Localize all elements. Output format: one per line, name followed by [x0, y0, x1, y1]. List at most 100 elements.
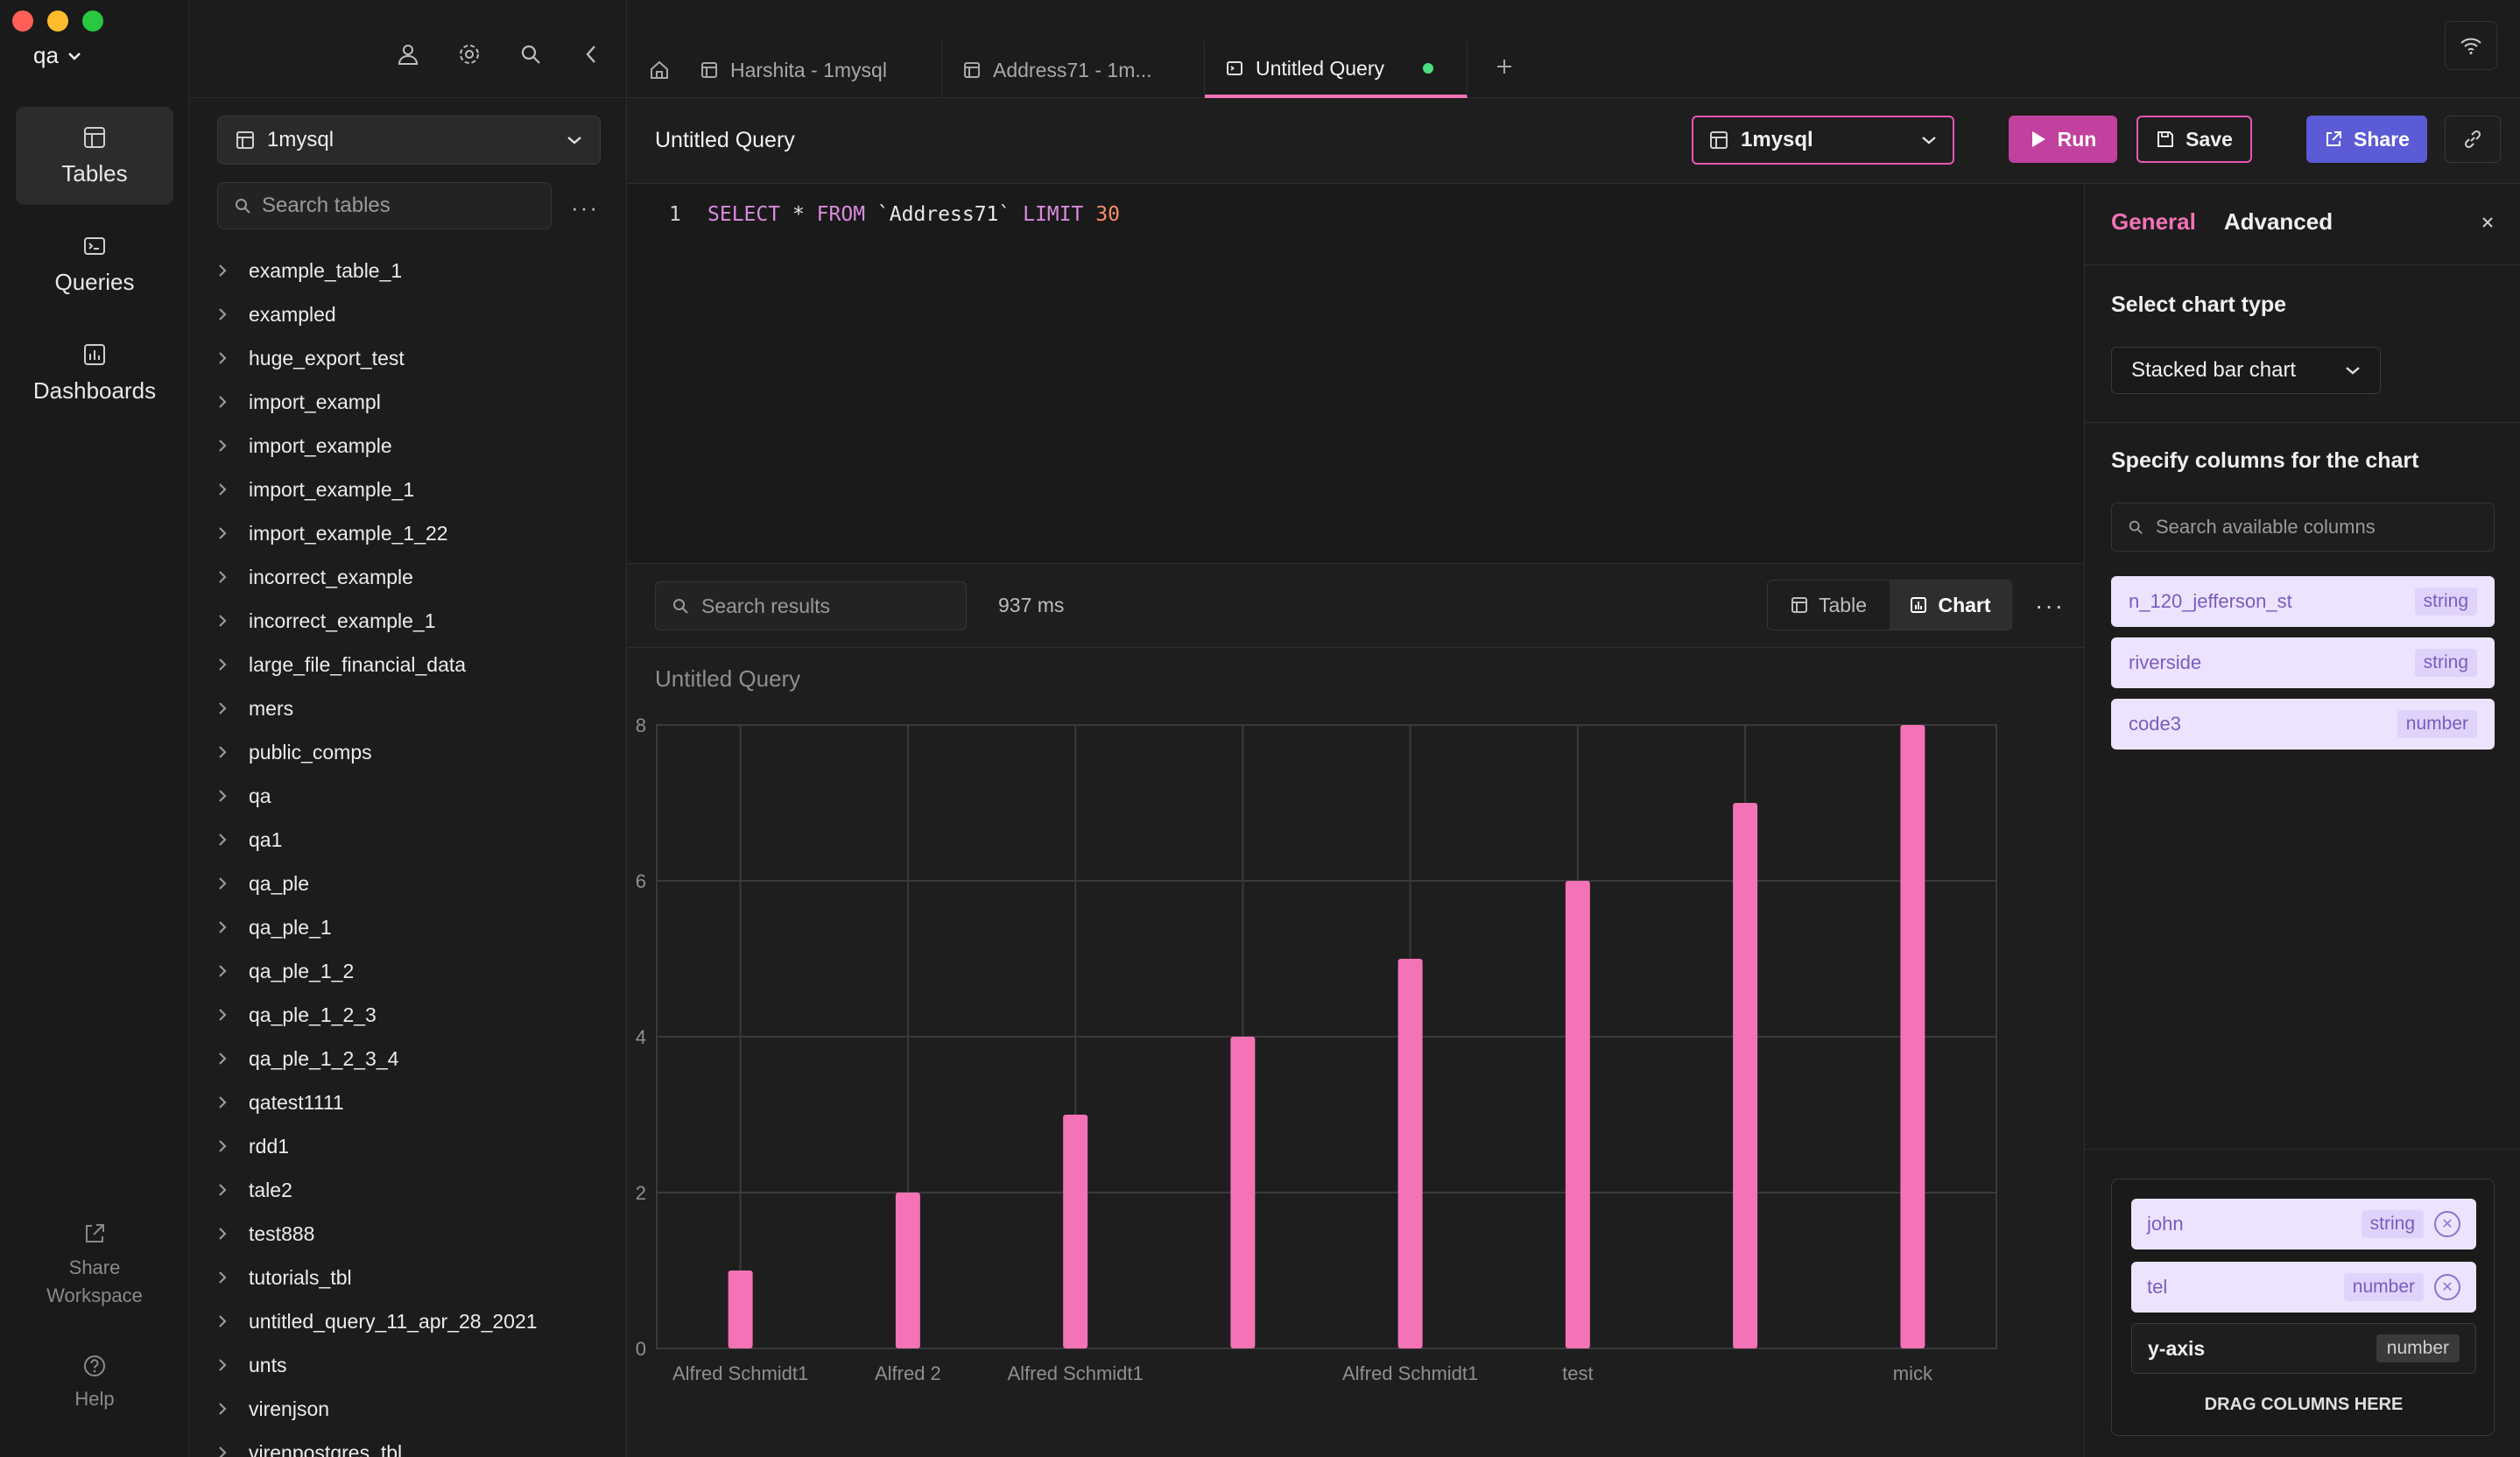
- chevron-right-icon[interactable]: [214, 613, 231, 629]
- tab-general[interactable]: General: [2111, 208, 2196, 235]
- chevron-right-icon[interactable]: [214, 876, 231, 891]
- table-row[interactable]: qa_ple: [214, 862, 616, 905]
- database-select[interactable]: 1mysql: [217, 116, 601, 165]
- rail-item-tables[interactable]: Tables: [16, 107, 173, 205]
- chevron-right-icon[interactable]: [214, 788, 231, 804]
- chevron-right-icon[interactable]: [214, 1138, 231, 1154]
- column-drop-zone[interactable]: john string ✕ tel number ✕ y-axis number…: [2111, 1179, 2495, 1436]
- search-icon[interactable]: [518, 42, 543, 67]
- table-row[interactable]: import_exampl: [214, 380, 616, 424]
- chevron-right-icon[interactable]: [214, 1095, 231, 1110]
- user-icon[interactable]: [396, 42, 420, 67]
- table-row[interactable]: qatest1111: [214, 1080, 616, 1124]
- chevron-right-icon[interactable]: [214, 1313, 231, 1329]
- more-options-icon[interactable]: ···: [2035, 592, 2065, 619]
- copy-link-button[interactable]: [2445, 116, 2501, 163]
- tab-address71[interactable]: Address71 - 1m...: [942, 42, 1205, 98]
- chevron-right-icon[interactable]: [214, 1182, 231, 1198]
- table-row[interactable]: virenpostgres_tbl: [214, 1431, 616, 1457]
- column-chip[interactable]: code3 number: [2111, 699, 2495, 750]
- save-button[interactable]: Save: [2136, 116, 2252, 163]
- table-row[interactable]: mers: [214, 686, 616, 730]
- table-row[interactable]: qa_ple_1: [214, 905, 616, 949]
- table-row[interactable]: tale2: [214, 1168, 616, 1212]
- tab-untitled-query[interactable]: Untitled Query: [1205, 42, 1468, 98]
- chevron-right-icon[interactable]: [214, 306, 231, 322]
- rail-item-queries[interactable]: Queries: [16, 215, 173, 313]
- sql-editor[interactable]: 1 SELECT * FROM `Address71` LIMIT 30: [627, 184, 2084, 564]
- share-button[interactable]: Share: [2306, 116, 2427, 163]
- table-row[interactable]: tutorials_tbl: [214, 1256, 616, 1299]
- chevron-right-icon[interactable]: [214, 394, 231, 410]
- tab-advanced[interactable]: Advanced: [2223, 208, 2333, 235]
- chevron-right-icon[interactable]: [214, 700, 231, 716]
- workspace-switcher[interactable]: qa: [33, 42, 81, 69]
- connection-status-button[interactable]: [2445, 21, 2497, 70]
- selected-column-chip[interactable]: john string ✕: [2131, 1199, 2476, 1249]
- table-row[interactable]: exampled: [214, 292, 616, 336]
- results-search[interactable]: Search results: [655, 581, 967, 630]
- column-chip[interactable]: riverside string: [2111, 637, 2495, 688]
- chevron-right-icon[interactable]: [214, 1357, 231, 1373]
- columns-search[interactable]: Search available columns: [2111, 503, 2495, 552]
- table-row[interactable]: qa1: [214, 818, 616, 862]
- sql-code[interactable]: SELECT * FROM `Address71` LIMIT 30: [707, 203, 1120, 226]
- table-row[interactable]: qa: [214, 774, 616, 818]
- chevron-right-icon[interactable]: [214, 657, 231, 672]
- table-row[interactable]: virenjson: [214, 1387, 616, 1431]
- chart-view-button[interactable]: Chart: [1890, 581, 2011, 630]
- run-button[interactable]: Run: [2009, 116, 2117, 163]
- tab-harshita[interactable]: Harshita - 1mysql: [679, 42, 942, 98]
- chevron-right-icon[interactable]: [214, 525, 231, 541]
- table-row[interactable]: public_comps: [214, 730, 616, 774]
- table-row[interactable]: import_example: [214, 424, 616, 468]
- maximize-window-button[interactable]: [82, 11, 103, 32]
- table-search-input[interactable]: [262, 194, 524, 218]
- table-row[interactable]: qa_ple_1_2_3_4: [214, 1037, 616, 1080]
- table-view-button[interactable]: Table: [1768, 581, 1890, 630]
- gear-icon[interactable]: [457, 42, 482, 67]
- chevron-right-icon[interactable]: [214, 1226, 231, 1242]
- table-row[interactable]: example_table_1: [214, 249, 616, 292]
- table-row[interactable]: import_example_1_22: [214, 511, 616, 555]
- table-row[interactable]: incorrect_example_1: [214, 599, 616, 643]
- home-icon[interactable]: [644, 42, 674, 98]
- table-row[interactable]: qa_ple_1_2_3: [214, 993, 616, 1037]
- chevron-right-icon[interactable]: [214, 263, 231, 278]
- chevron-right-icon[interactable]: [214, 919, 231, 935]
- chevron-right-icon[interactable]: [214, 569, 231, 585]
- help-button[interactable]: Help: [16, 1354, 173, 1413]
- table-row[interactable]: test888: [214, 1212, 616, 1256]
- table-row[interactable]: rdd1: [214, 1124, 616, 1168]
- close-window-button[interactable]: [12, 11, 33, 32]
- chevron-right-icon[interactable]: [214, 744, 231, 760]
- column-chip[interactable]: n_120_jefferson_st string: [2111, 576, 2495, 627]
- remove-icon[interactable]: ✕: [2434, 1274, 2460, 1300]
- chevron-right-icon[interactable]: [214, 832, 231, 848]
- chevron-right-icon[interactable]: [214, 1270, 231, 1285]
- table-row[interactable]: unts: [214, 1343, 616, 1387]
- more-options-icon[interactable]: ···: [571, 194, 599, 221]
- table-row[interactable]: large_file_financial_data: [214, 643, 616, 686]
- chevron-right-icon[interactable]: [214, 1007, 231, 1023]
- plus-icon[interactable]: [1494, 56, 1515, 77]
- table-row[interactable]: import_example_1: [214, 468, 616, 511]
- table-row[interactable]: qa_ple_1_2: [214, 949, 616, 993]
- chevron-right-icon[interactable]: [214, 1445, 231, 1457]
- share-workspace-button[interactable]: Share Workspace: [16, 1221, 173, 1310]
- close-icon[interactable]: [2479, 210, 2496, 237]
- y-axis-chip[interactable]: y-axis number: [2131, 1323, 2476, 1374]
- remove-icon[interactable]: ✕: [2434, 1211, 2460, 1237]
- minimize-window-button[interactable]: [47, 11, 68, 32]
- chevron-right-icon[interactable]: [214, 1051, 231, 1066]
- chevron-right-icon[interactable]: [214, 963, 231, 979]
- chart-type-select[interactable]: Stacked bar chart: [2111, 347, 2381, 394]
- table-row[interactable]: huge_export_test: [214, 336, 616, 380]
- chevron-right-icon[interactable]: [214, 350, 231, 366]
- query-title[interactable]: Untitled Query: [655, 128, 795, 152]
- collapse-sidebar-icon[interactable]: [580, 42, 604, 67]
- table-row[interactable]: incorrect_example: [214, 555, 616, 599]
- table-row[interactable]: untitled_query_11_apr_28_2021: [214, 1299, 616, 1343]
- connection-select[interactable]: 1mysql: [1692, 116, 1954, 165]
- chevron-right-icon[interactable]: [214, 438, 231, 454]
